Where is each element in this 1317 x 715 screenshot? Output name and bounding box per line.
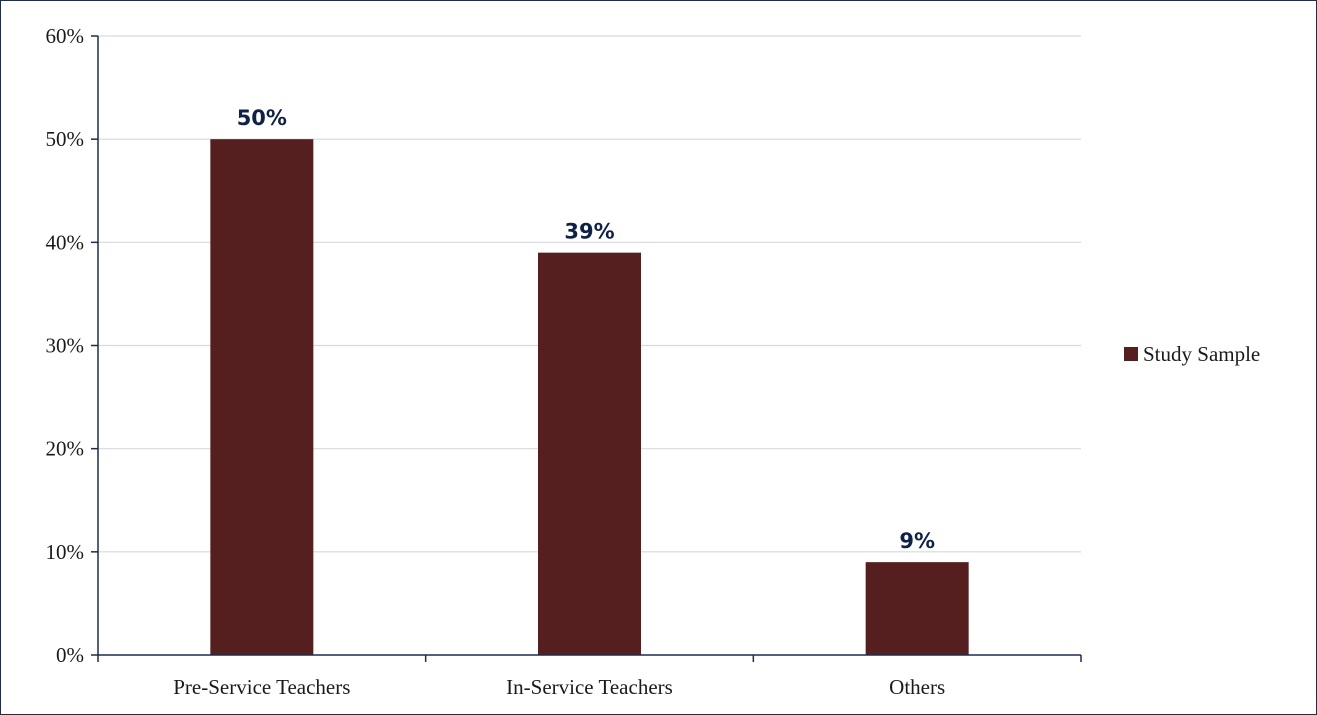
bar-pre-service-teachers: [210, 139, 314, 655]
axes: [91, 35, 1082, 662]
y-tick-label: 20%: [46, 437, 85, 461]
bar-in-service-teachers: [538, 252, 641, 655]
y-tick-label: 0%: [56, 643, 84, 667]
y-tick-label: 50%: [46, 127, 85, 151]
y-tick-label: 10%: [46, 540, 85, 564]
legend: Study Sample: [1124, 342, 1260, 366]
data-label: 39%: [564, 220, 614, 244]
legend-swatch: [1124, 347, 1138, 361]
y-tick-label: 40%: [46, 230, 85, 254]
y-tick-label: 60%: [46, 24, 85, 48]
data-label: 9%: [899, 529, 935, 553]
bars: [210, 139, 969, 655]
x-tick-label: Others: [889, 675, 945, 699]
x-axis-tick-labels: Pre-Service Teachers In-Service Teachers O…: [173, 675, 945, 699]
x-tick-label: In-Service Teachers: [506, 675, 673, 699]
data-label: 50%: [237, 106, 287, 130]
bar-others: [865, 562, 969, 655]
data-labels: 50% 39% 9%: [237, 106, 935, 553]
x-tick-label: Pre-Service Teachers: [173, 675, 350, 699]
legend-label: Study Sample: [1143, 342, 1260, 366]
y-tick-label: 30%: [46, 334, 85, 358]
y-axis-tick-labels: 0% 10% 20% 30% 40% 50% 60%: [46, 24, 85, 667]
